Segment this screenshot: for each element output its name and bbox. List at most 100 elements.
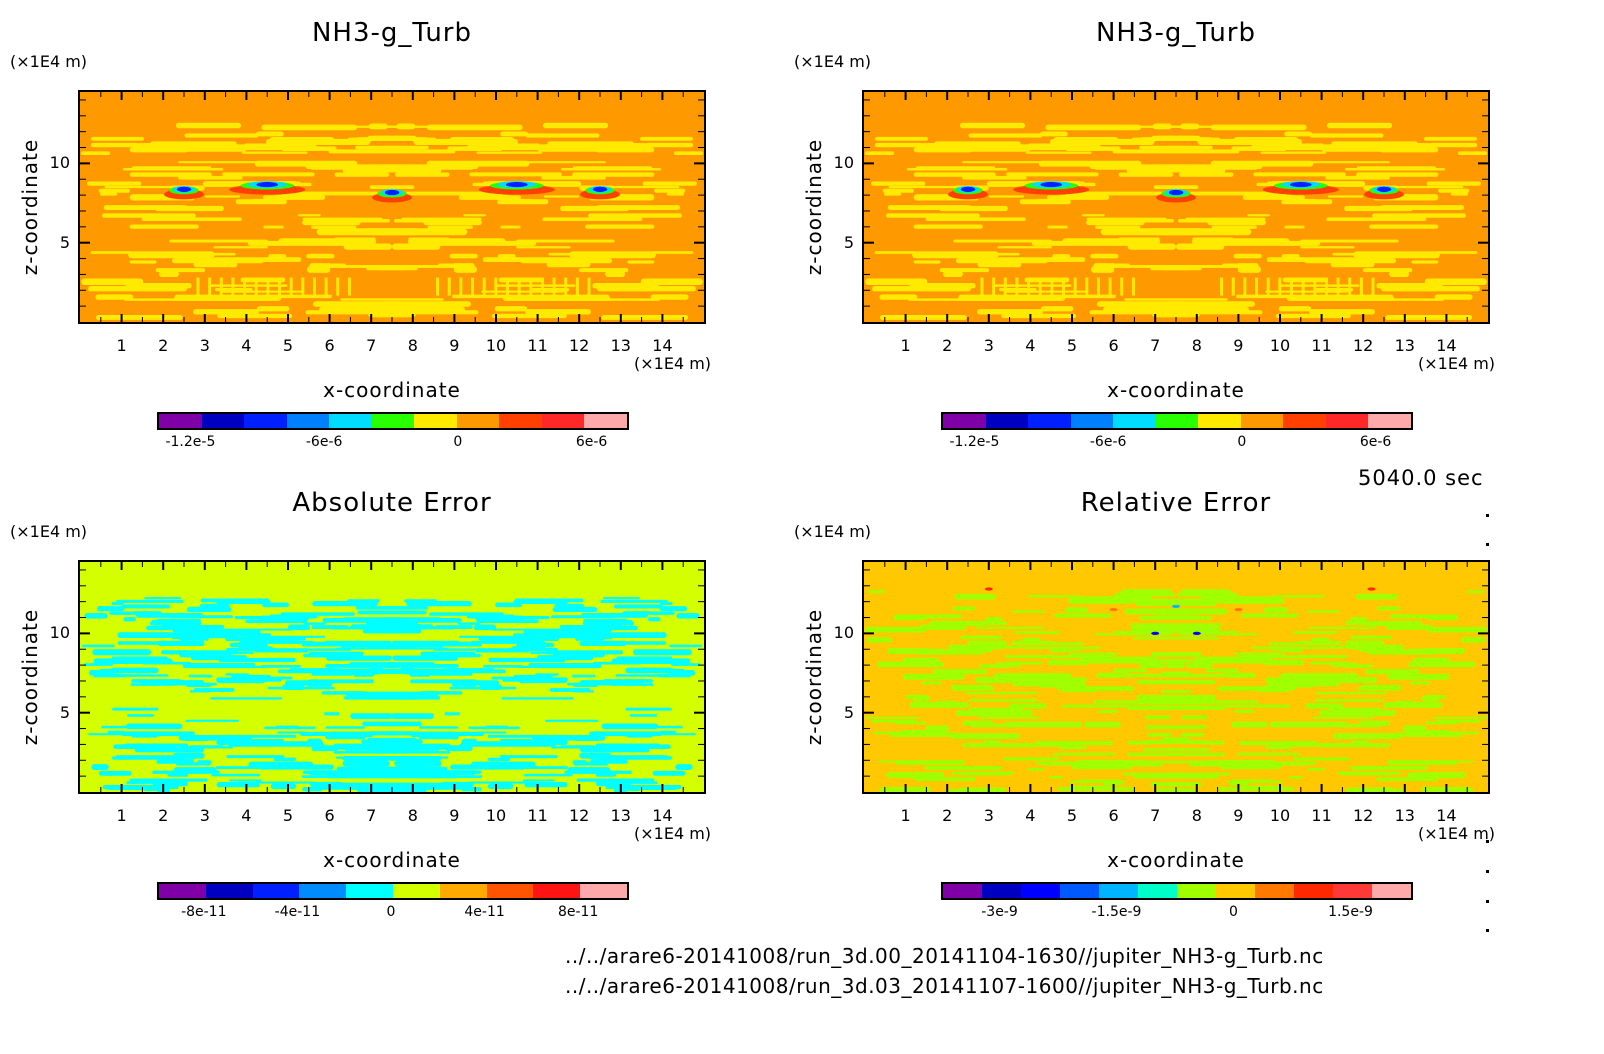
contour-stripe: [144, 597, 181, 600]
contour-stripe: [107, 730, 125, 735]
x-tick-label: 3: [199, 806, 210, 825]
contour-stripe: [1047, 660, 1089, 666]
contour-stripe: [476, 151, 543, 154]
contour-stripe: [519, 616, 550, 620]
contour-stripe: [1467, 590, 1485, 594]
contour-stripe: [1127, 243, 1177, 250]
contour-stripe: [1139, 662, 1166, 669]
contour-finger: [1348, 277, 1352, 296]
colorbar-tick-label: 4e-11: [464, 904, 505, 920]
contour-stripe: [339, 669, 371, 675]
contour-svg: [80, 92, 704, 322]
contour-stripe: [969, 698, 1038, 702]
contour-stripe: [1350, 616, 1367, 621]
contour-stripe: [487, 783, 514, 790]
contour-finger: [1313, 277, 1317, 296]
contour-stripe: [659, 606, 688, 612]
contour-svg: [80, 562, 704, 792]
contour-stripe: [864, 151, 895, 155]
y-tick-label: 10: [49, 153, 70, 173]
contour-stripe: [873, 731, 909, 735]
colorbar-segment: [1155, 414, 1199, 428]
contour-stripe: [569, 251, 656, 259]
contour-stripe: [98, 770, 132, 776]
contour-stripe: [884, 192, 902, 196]
contour-stripe: [585, 224, 655, 229]
contour-stripe: [642, 181, 697, 186]
marker-dot: [1486, 929, 1489, 932]
x-tick-label: 4: [241, 806, 252, 825]
contour-stripe: [994, 252, 1020, 256]
contour-stripe: [93, 658, 173, 665]
contour-stripe: [468, 781, 530, 784]
contour-stripe: [640, 136, 693, 141]
contour-stripe: [1359, 720, 1390, 727]
x-tick-label: 11: [1311, 336, 1332, 355]
x-tick-label: 7: [1150, 806, 1161, 825]
contour-stripe: [1424, 136, 1477, 141]
colorbar-segment: [1283, 414, 1326, 428]
contour-stripe: [240, 277, 286, 283]
contour-stripe: [1058, 294, 1116, 299]
chart-panel-3: Absolute Error (×1E4 m) z-coordinate 5 10 1 2 3…: [0, 470, 784, 940]
contour-stripe: [1045, 124, 1142, 131]
contour-stripe: [1047, 225, 1068, 229]
contour-stripe: [546, 261, 591, 268]
contour-stripe: [654, 188, 686, 193]
y-axis-label: z-coordinate: [802, 138, 826, 276]
contour-stripe: [864, 716, 919, 719]
contour-stripe: [91, 136, 144, 141]
colorbar-tick-label: 6e-6: [1359, 434, 1392, 450]
contour-stripe: [517, 665, 543, 668]
x-tick-label: 12: [1353, 806, 1374, 825]
contour-front: [1376, 186, 1392, 192]
contour-stripe: [925, 217, 1026, 222]
contour-stripe: [218, 657, 296, 663]
contour-stripe: [495, 602, 522, 608]
x-tick-label: 9: [449, 806, 460, 825]
contour-stripe: [1382, 185, 1464, 189]
contour-stripe: [229, 779, 262, 782]
contour-stripe: [273, 757, 296, 762]
contour-stripe: [1251, 646, 1329, 650]
contour-stripe: [469, 172, 562, 177]
contour-stripe: [1142, 748, 1181, 752]
colorbar-segment: [1294, 884, 1333, 898]
contour-stripe: [954, 593, 997, 600]
contour-stripe: [1344, 205, 1413, 212]
colorbar-segment: [299, 884, 347, 898]
y-tick-label: 5: [59, 232, 70, 252]
contour-stripe: [113, 744, 176, 749]
colorbar-segment: [1028, 414, 1071, 428]
contour-stripe: [477, 731, 507, 734]
contour-stripe: [1053, 741, 1113, 746]
contour-stripe: [111, 656, 168, 660]
contour-stripe: [909, 283, 976, 289]
contour-stripe: [1293, 757, 1350, 761]
contour-stripe: [894, 760, 965, 765]
contour-stripe: [1110, 263, 1131, 268]
contour-front: [960, 186, 976, 192]
contour-stripe: [155, 268, 206, 273]
contour-stripe: [1153, 610, 1200, 616]
contour-stripe: [1326, 217, 1427, 222]
contour-stripe: [1001, 313, 1077, 319]
contour-stripe: [1296, 655, 1348, 659]
contour-stripe: [1356, 166, 1436, 170]
contour-stripe: [968, 133, 1043, 138]
chart-title: NH3-g_Turb: [311, 18, 473, 48]
contour-stripe: [1241, 613, 1298, 618]
colorbar-tick-label: 0: [1229, 904, 1238, 920]
contour-front: [176, 186, 192, 192]
contour-stripe: [1217, 787, 1295, 791]
chart-panel-4: Relative Error (×1E4 m) z-coordinate 5 10 1 2 3…: [784, 470, 1568, 940]
contour-stripe: [1355, 593, 1398, 600]
contour-stripe: [567, 767, 611, 773]
contour-stripe: [673, 151, 704, 155]
contour-finger: [575, 277, 579, 296]
contour-stripe: [958, 294, 1066, 301]
contour-stripe: [447, 731, 485, 736]
contour-stripe: [1178, 219, 1225, 223]
contour-finger: [347, 277, 351, 296]
contour-stripe: [1169, 626, 1221, 630]
